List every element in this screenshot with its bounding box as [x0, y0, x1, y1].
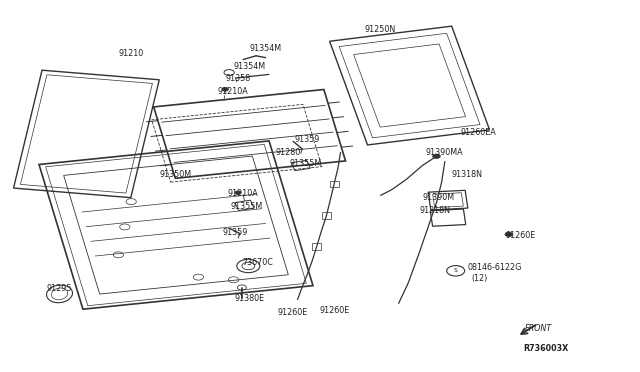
Circle shape [235, 191, 241, 195]
Text: (12): (12) [471, 274, 487, 283]
Text: FRONT: FRONT [525, 324, 552, 333]
Text: S: S [454, 268, 458, 273]
Bar [322, 212, 331, 219]
Text: 91354M: 91354M [234, 62, 266, 71]
Text: 91350M: 91350M [160, 170, 192, 179]
Circle shape [505, 232, 513, 237]
Circle shape [433, 154, 440, 158]
Text: 91318N: 91318N [419, 206, 450, 215]
Text: 91295: 91295 [46, 284, 72, 293]
Text: 91210A: 91210A [218, 87, 248, 96]
Text: 91359: 91359 [223, 228, 248, 237]
Text: 91359: 91359 [294, 135, 320, 144]
Text: 73670C: 73670C [242, 258, 273, 267]
Text: 91358: 91358 [225, 74, 250, 83]
Text: 08146-6122G: 08146-6122G [467, 263, 522, 272]
Text: 91280: 91280 [275, 148, 300, 157]
Text: 91318N: 91318N [451, 170, 482, 179]
Text: 91210: 91210 [118, 49, 143, 58]
Text: 91380E: 91380E [235, 294, 265, 303]
Text: 91355M: 91355M [230, 202, 262, 211]
Text: R736003X: R736003X [524, 344, 569, 353]
Text: 91355M: 91355M [289, 159, 321, 168]
Circle shape [222, 87, 228, 91]
Text: 91260E: 91260E [277, 308, 307, 317]
Text: 91260E: 91260E [320, 306, 350, 315]
Text: 91260E: 91260E [506, 231, 536, 240]
Text: 91390MA: 91390MA [426, 148, 463, 157]
Text: 91260EA: 91260EA [461, 128, 497, 137]
Text: 91210A: 91210A [227, 189, 258, 198]
Text: 91250N: 91250N [365, 25, 396, 34]
Text: 91354M: 91354M [250, 44, 282, 53]
Bar [312, 243, 321, 250]
Bar [330, 181, 339, 187]
Text: 91390M: 91390M [422, 193, 454, 202]
